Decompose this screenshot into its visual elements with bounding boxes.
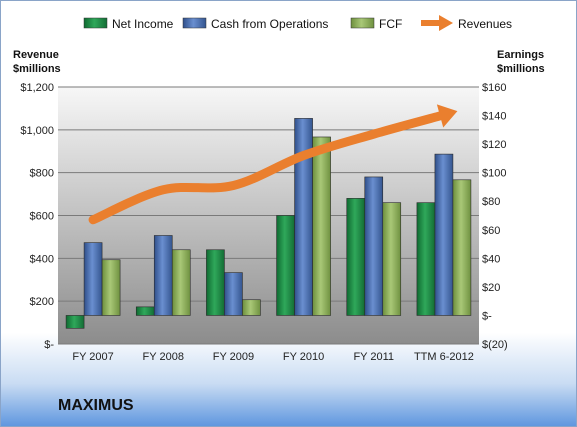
bar-fcf: [452, 179, 472, 316]
legend-arrow-head: [439, 15, 453, 31]
company-name: MAXIMUS: [58, 397, 134, 414]
axis-titles: Revenue $millions Earnings $millions: [13, 49, 545, 75]
right-tick-label: $60: [482, 225, 500, 237]
bar-fcf: [312, 136, 331, 316]
left-axis-title: $millions: [13, 63, 61, 75]
right-axis-title: $millions: [497, 63, 545, 75]
bar-net-income: [416, 202, 436, 316]
right-tick-label: $140: [482, 111, 506, 123]
right-tick-label: $80: [482, 196, 500, 208]
right-tick-label: $(20): [482, 339, 508, 351]
left-tick-label: $200: [30, 296, 54, 308]
bar-net-income: [206, 249, 225, 316]
revenue-arrow: [88, 104, 458, 225]
legend-label: Revenues: [458, 17, 512, 31]
legend-swatch: [182, 17, 207, 29]
legend-label: FCF: [379, 17, 402, 31]
x-tick-label: FY 2007: [72, 351, 113, 363]
bar-net-income: [65, 315, 85, 329]
bar-fcf: [382, 202, 402, 316]
bar-cash-from-operations: [83, 242, 103, 316]
x-tick-label: TTM 6-2012: [414, 351, 474, 363]
right-tick-label: $-: [482, 310, 492, 322]
revenue-line: [88, 110, 449, 225]
legend: Net Income Cash from Operations FCF Revenue…: [83, 15, 512, 31]
revenue-arrowhead: [436, 104, 458, 128]
left-axis: $- $200 $400 $600 $800 $1,000 $1,200: [20, 82, 54, 351]
right-axis-title: Earnings: [497, 49, 544, 61]
legend-label: Cash from Operations: [211, 17, 328, 31]
left-tick-label: $1,000: [20, 125, 54, 137]
x-tick-label: FY 2009: [213, 351, 254, 363]
right-axis: $(20) $- $20 $40 $60 $80 $100 $120 $140 $160: [482, 82, 508, 351]
left-tick-label: $1,200: [20, 82, 54, 94]
left-tick-label: $400: [30, 253, 54, 265]
x-tick-label: FY 2008: [143, 351, 184, 363]
bar-fcf: [171, 249, 191, 316]
left-tick-label: $600: [30, 211, 54, 223]
bar-cash-from-operations: [434, 153, 454, 316]
legend-swatch: [350, 17, 375, 29]
bar-cash-from-operations: [224, 272, 243, 316]
x-axis: FY 2007 FY 2008 FY 2009 FY 2010 FY 2011 TTM 6…: [72, 351, 473, 363]
right-tick-label: $40: [482, 253, 500, 265]
bar-net-income: [276, 215, 295, 316]
bar-fcf: [242, 299, 261, 316]
bar-cash-from-operations: [294, 118, 313, 316]
legend-swatch: [83, 17, 108, 29]
bar-net-income: [346, 198, 366, 316]
bar-cash-from-operations: [364, 176, 384, 316]
bar-net-income: [135, 306, 155, 316]
right-tick-label: $120: [482, 139, 506, 151]
x-tick-label: FY 2010: [283, 351, 324, 363]
bar-cash-from-operations: [153, 235, 173, 316]
legend-label: Net Income: [112, 17, 174, 31]
bars: [65, 118, 472, 329]
x-tick-label: FY 2011: [353, 351, 394, 363]
right-tick-label: $20: [482, 282, 500, 294]
right-tick-label: $100: [482, 168, 506, 180]
left-axis-title: Revenue: [13, 49, 59, 61]
left-tick-label: $800: [30, 168, 54, 180]
right-tick-label: $160: [482, 82, 506, 94]
bar-fcf: [101, 259, 121, 316]
gridlines: [58, 86, 479, 345]
left-tick-label: $-: [44, 339, 54, 351]
